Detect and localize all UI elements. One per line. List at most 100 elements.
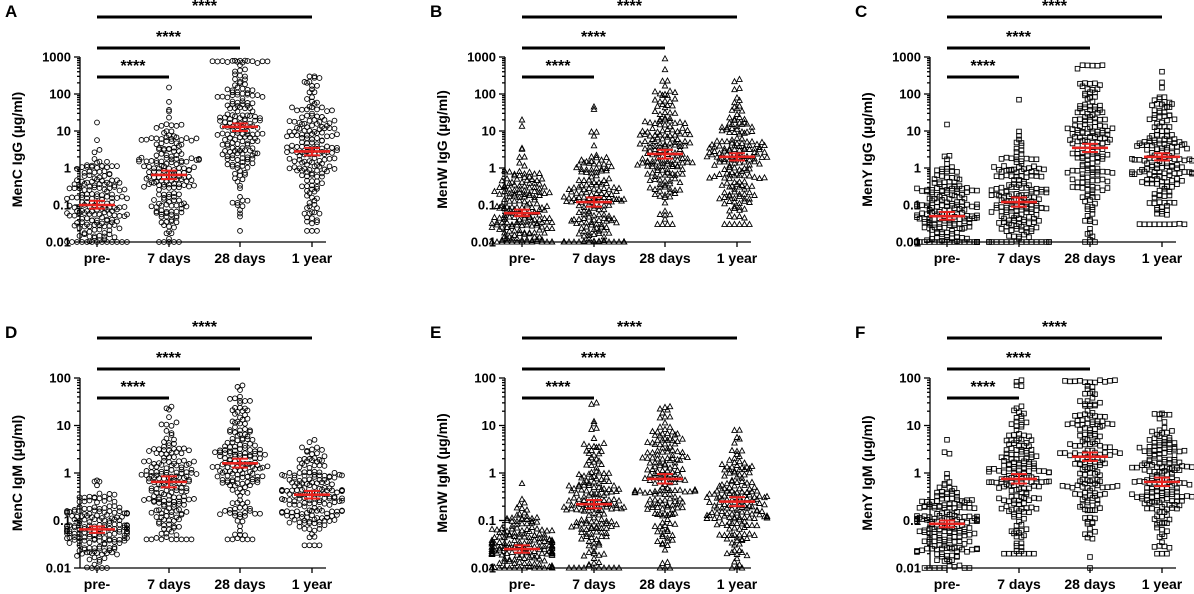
data-point <box>741 220 748 227</box>
data-point <box>731 116 738 124</box>
data-point <box>513 221 521 228</box>
data-point <box>1104 185 1111 191</box>
data-point <box>242 504 248 510</box>
data-point <box>733 563 741 570</box>
data-point <box>590 458 598 465</box>
data-point <box>731 467 738 474</box>
data-point <box>568 187 575 195</box>
data-point <box>106 537 113 544</box>
data-point <box>86 187 93 193</box>
data-point <box>1072 443 1078 449</box>
data-point <box>656 180 664 187</box>
series-28-days <box>631 402 699 571</box>
data-point <box>689 158 696 166</box>
data-point <box>309 228 315 234</box>
data-point <box>86 233 93 240</box>
data-point <box>644 438 651 445</box>
data-point <box>590 105 598 112</box>
data-point <box>1016 468 1022 474</box>
data-point <box>1181 480 1188 486</box>
data-point <box>615 496 623 504</box>
data-point <box>222 450 228 457</box>
data-point <box>731 185 738 192</box>
data-point <box>671 497 679 505</box>
data-point <box>664 503 671 510</box>
data-point <box>178 151 185 157</box>
data-point <box>605 174 613 182</box>
data-point <box>593 224 600 231</box>
data-point <box>178 470 185 477</box>
data-point <box>598 223 605 230</box>
data-point <box>291 516 298 523</box>
data-point <box>101 168 108 175</box>
data-point <box>186 496 192 503</box>
data-point <box>224 111 231 118</box>
data-point <box>301 503 308 510</box>
data-point <box>1097 442 1103 449</box>
data-point <box>176 142 182 149</box>
y-tick-label: 100 <box>474 87 496 102</box>
data-point <box>188 470 195 476</box>
data-point <box>81 173 88 179</box>
data-point <box>748 502 756 510</box>
data-point <box>531 560 538 567</box>
data-point <box>588 218 595 225</box>
data-point <box>580 176 588 183</box>
data-point <box>493 238 501 245</box>
data-point <box>1141 448 1148 454</box>
data-point <box>671 88 679 96</box>
data-point <box>590 204 598 211</box>
data-point <box>664 429 671 437</box>
data-point <box>1149 102 1155 109</box>
data-point <box>588 157 595 165</box>
data-point <box>239 98 246 105</box>
data-point <box>96 557 103 563</box>
data-point <box>224 131 231 138</box>
data-point <box>173 123 180 129</box>
data-point <box>104 188 110 195</box>
x-category-label: 28 days <box>214 576 266 592</box>
data-point <box>1079 163 1086 169</box>
data-point <box>496 190 503 197</box>
data-point <box>741 459 748 466</box>
data-point <box>1151 112 1158 118</box>
data-point <box>1097 116 1103 123</box>
data-point <box>916 528 923 535</box>
data-point <box>661 171 669 178</box>
data-point <box>244 415 251 422</box>
data-point <box>232 509 238 516</box>
data-point <box>526 559 533 566</box>
data-point <box>247 428 253 435</box>
data-point <box>188 466 195 473</box>
data-point <box>659 466 666 474</box>
data-point <box>491 213 498 220</box>
data-point <box>521 170 528 177</box>
data-point <box>173 507 180 514</box>
data-point <box>738 488 746 495</box>
data-point <box>299 114 305 121</box>
data-point <box>666 478 674 486</box>
data-point <box>568 486 575 494</box>
data-point <box>116 508 123 514</box>
data-point <box>1084 153 1091 159</box>
data-point <box>578 167 585 175</box>
data-point <box>738 181 746 188</box>
data-point <box>229 435 236 442</box>
data-point <box>242 426 248 432</box>
data-point <box>661 509 669 517</box>
data-point <box>1154 550 1160 557</box>
data-point <box>618 197 625 204</box>
data-point <box>726 174 733 182</box>
data-point <box>751 144 758 152</box>
data-point <box>541 189 548 197</box>
data-point <box>570 238 578 245</box>
data-point <box>753 495 761 502</box>
data-point <box>684 453 691 461</box>
data-point <box>314 106 320 113</box>
significance-label: **** <box>1042 319 1068 336</box>
data-point <box>1092 426 1098 432</box>
data-point <box>590 238 598 245</box>
data-point <box>1072 413 1078 419</box>
data-point <box>761 148 768 155</box>
